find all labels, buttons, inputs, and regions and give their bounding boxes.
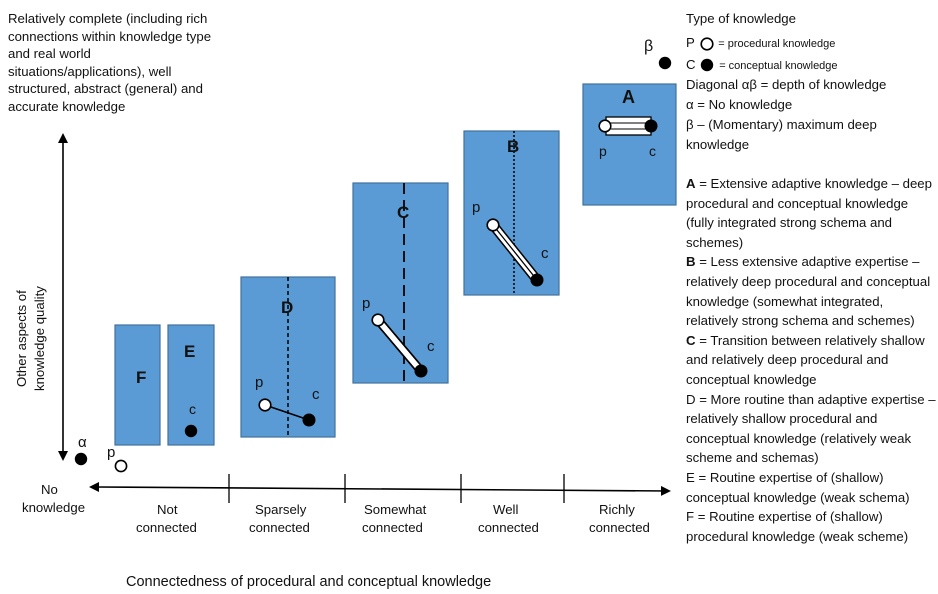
legend-c-row: C = conceptual knowledge [686, 55, 838, 77]
b-c-label: c [541, 245, 549, 262]
legend-c-icon [700, 58, 714, 72]
box-label-d: D [281, 298, 294, 317]
legend-p-prefix: P [686, 35, 695, 50]
alpha-point [74, 452, 88, 466]
definition-c: C = Transition between relatively shallo… [686, 331, 938, 390]
definition-a: A = Extensive adaptive knowledge – deep … [686, 174, 938, 252]
box-a [582, 83, 677, 206]
x-category-label: Not [157, 502, 178, 517]
definitions: A = Extensive adaptive knowledge – deep … [686, 174, 938, 546]
definition-b: B = Less extensive adaptive expertise – … [686, 252, 938, 330]
legend-p-text: = procedural knowledge [718, 38, 836, 50]
box-label-c: C [397, 203, 410, 222]
x-category-label: connected [362, 520, 423, 535]
box-label-b: B [507, 137, 520, 156]
y-axis-label-line1: Other aspects of [14, 290, 29, 387]
definition-e: E = Routine expertise of (shallow) conce… [686, 468, 938, 507]
b-connection-mid [492, 224, 538, 281]
definition-f: F = Routine expertise of (shallow) proce… [686, 507, 938, 546]
x-category-label: connected [136, 520, 197, 535]
box-label-e: E [184, 342, 196, 361]
d-p-point [258, 398, 272, 412]
legend-p-icon [700, 37, 714, 51]
x-category-label: Sparsely [255, 502, 307, 517]
definition-text: = Extensive adaptive knowledge – deep pr… [686, 176, 932, 250]
b-p-point [486, 218, 500, 232]
x-category-label: connected [249, 520, 310, 535]
y-axis-label-line2: knowledge quality [32, 286, 47, 391]
legend-beta-1: β – (Momentary) maximum deep [686, 117, 877, 132]
a-p-label: p [599, 143, 607, 159]
x-axis-title: Connectedness of procedural and conceptu… [126, 574, 492, 590]
a-connection [605, 116, 652, 136]
c-p-label: p [362, 295, 371, 312]
e-c-label: c [189, 401, 196, 417]
d-connection [264, 404, 310, 421]
d-c-point [302, 413, 316, 427]
c-connection-inner [375, 317, 424, 374]
x-category-label: connected [589, 520, 650, 535]
x-origin-label-2: knowledge [22, 500, 86, 515]
x-origin-label-1: No [41, 482, 58, 497]
beta-point [658, 56, 672, 70]
legend-c-text: = conceptual knowledge [719, 60, 838, 72]
x-category-label: Well [493, 502, 519, 517]
definition-key: A [686, 176, 696, 191]
x-category-label: Richly [599, 502, 635, 517]
box-f [114, 324, 161, 446]
definition-text: = Less extensive adaptive expertise – re… [686, 254, 931, 329]
a-c-point [644, 119, 658, 133]
definition-d: D = More routine than adaptive expertise… [686, 390, 938, 468]
x-category-label: connected [478, 520, 539, 535]
box-label-a: A [622, 87, 635, 107]
e-c-point [184, 424, 198, 438]
b-c-point [530, 273, 544, 287]
c-c-point [414, 364, 428, 378]
origin-p-label: p [107, 444, 116, 461]
c-c-label: c [427, 338, 435, 355]
legend-beta-2: knowledge [686, 137, 750, 152]
legend-diagonal: Diagonal αβ = depth of knowledge [686, 77, 887, 92]
definition-text: = Transition between relatively shallow … [686, 332, 925, 387]
d-c-label: c [312, 386, 320, 403]
c-p-point [371, 313, 385, 327]
definition-text: D = More routine than adaptive expertise… [686, 391, 936, 466]
x-axis-arrow [89, 482, 671, 496]
beta-label: β [644, 38, 654, 55]
y-axis-top-note: Relatively complete (including rich conn… [8, 11, 212, 114]
legend-title: Type of knowledge [686, 11, 796, 26]
x-category-label: Somewhat [364, 502, 427, 517]
legend-c-prefix: C [686, 57, 696, 72]
d-p-label: p [255, 374, 264, 391]
b-p-label: p [472, 199, 481, 216]
box-label-f: F [136, 368, 147, 387]
definition-text: E = Routine expertise of (shallow) conce… [686, 469, 910, 505]
definition-key: C [686, 332, 696, 348]
definition-key: B [686, 254, 696, 270]
definition-text: F = Routine expertise of (shallow) proce… [686, 509, 909, 544]
a-c-label: c [649, 143, 656, 159]
box-b [463, 130, 560, 296]
origin-p-point [114, 459, 128, 473]
a-p-point [598, 119, 612, 133]
legend-p-row: P = procedural knowledge [686, 33, 835, 55]
alpha-label: α [78, 434, 87, 451]
legend-alpha: α = No knowledge [686, 97, 793, 112]
